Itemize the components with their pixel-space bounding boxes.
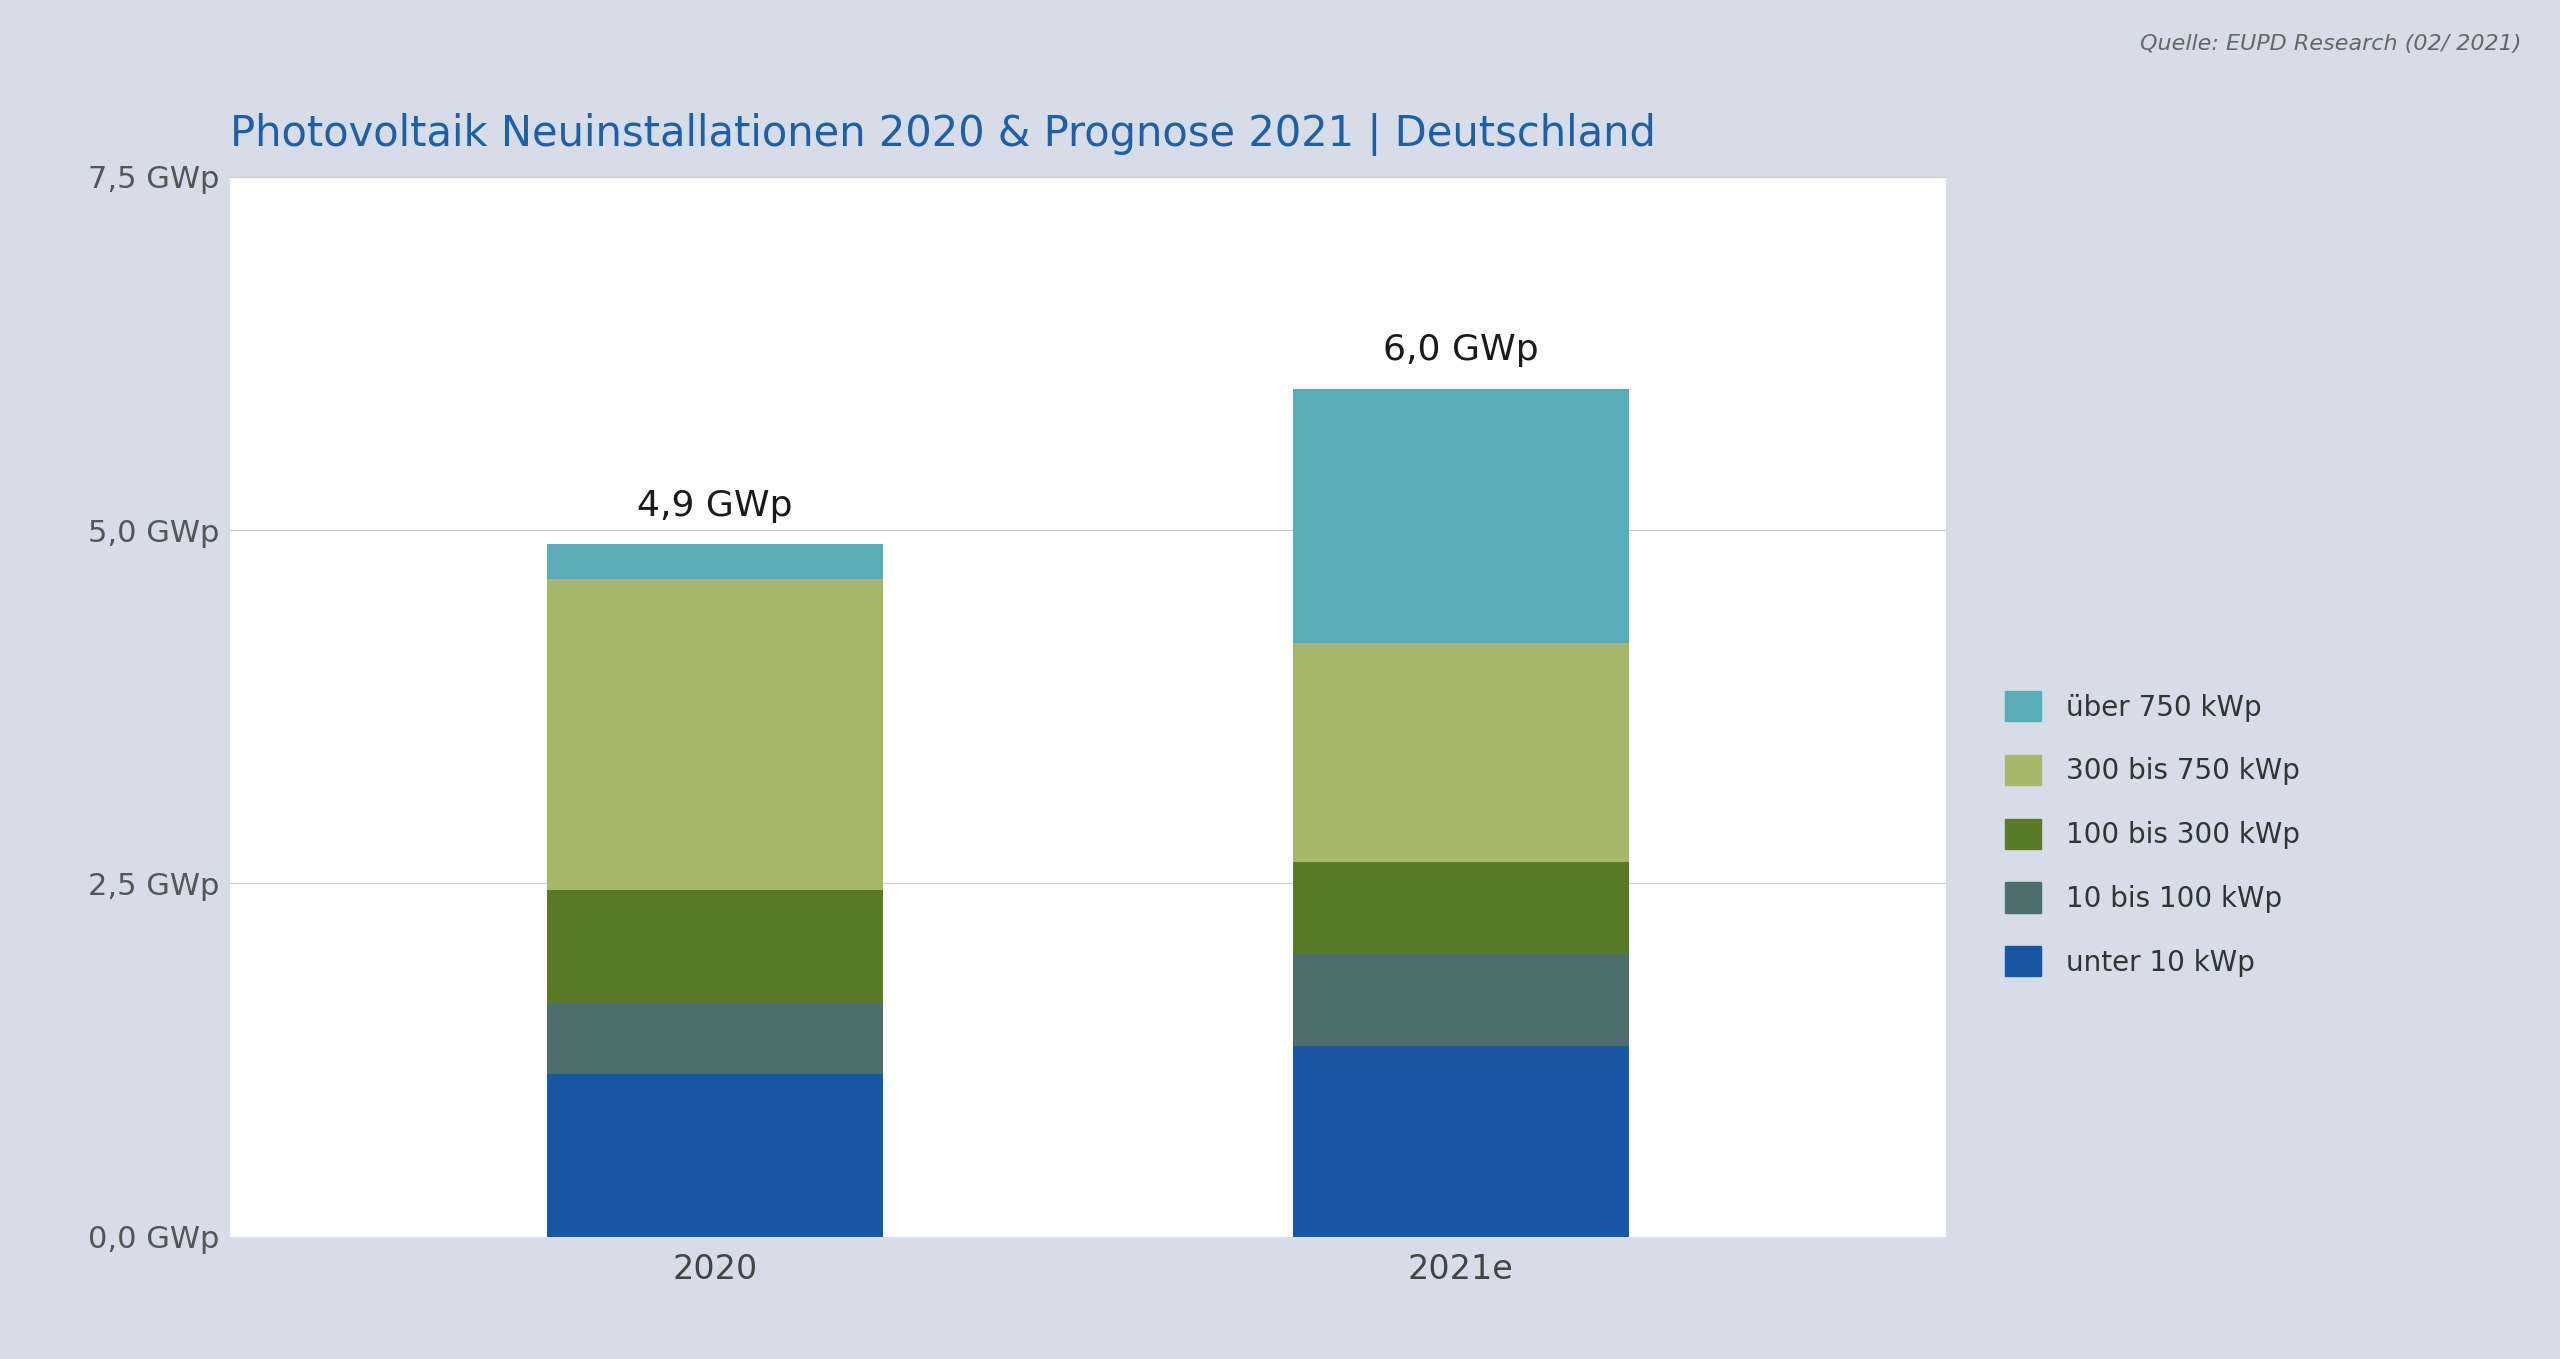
Legend: über 750 kWp, 300 bis 750 kWp, 100 bis 300 kWp, 10 bis 100 kWp, unter 10 kWp: über 750 kWp, 300 bis 750 kWp, 100 bis 3… xyxy=(1994,680,2312,988)
Text: Quelle: EUPD Research (02/ 2021): Quelle: EUPD Research (02/ 2021) xyxy=(2140,34,2522,54)
Bar xyxy=(548,579,883,890)
Bar xyxy=(1293,389,1628,643)
Bar xyxy=(548,544,883,579)
Bar xyxy=(548,1003,883,1074)
Bar xyxy=(1293,862,1628,954)
Text: 4,9 GWp: 4,9 GWp xyxy=(637,489,794,523)
Bar xyxy=(548,1074,883,1237)
Bar xyxy=(1293,954,1628,1046)
Bar xyxy=(1293,643,1628,862)
Text: Photovoltaik Neuinstallationen 2020 & Prognose 2021 | Deutschland: Photovoltaik Neuinstallationen 2020 & Pr… xyxy=(230,113,1656,156)
Text: 6,0 GWp: 6,0 GWp xyxy=(1382,333,1539,367)
Bar xyxy=(548,890,883,1003)
Bar xyxy=(1293,1046,1628,1237)
